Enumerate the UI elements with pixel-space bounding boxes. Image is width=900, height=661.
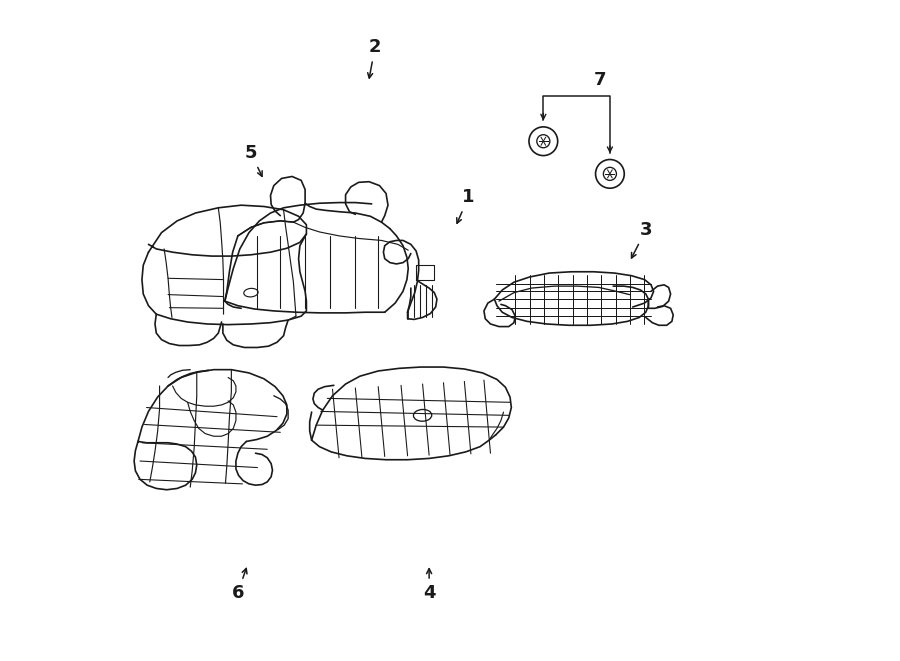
Text: 2: 2 <box>368 38 382 78</box>
Text: 4: 4 <box>423 568 436 602</box>
Text: 3: 3 <box>632 221 652 258</box>
Text: 5: 5 <box>245 144 262 176</box>
Text: 7: 7 <box>594 71 607 89</box>
Text: 1: 1 <box>456 188 474 223</box>
Text: 6: 6 <box>231 568 247 602</box>
